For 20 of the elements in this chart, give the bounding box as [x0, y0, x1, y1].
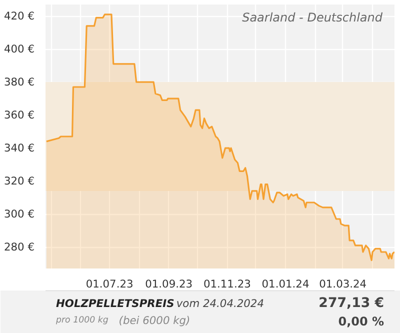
y-tick-label: 280 € [4, 240, 35, 254]
text: (bei 6000 kg) [118, 314, 190, 327]
text: 0,00 % [338, 314, 384, 328]
text: Saarland - Deutschland [242, 10, 383, 24]
y-tick-label: 420 € [4, 10, 35, 23]
x-tick-label: 01.03.24 [319, 278, 367, 290]
x-tick-label: 01.11.23 [203, 278, 251, 290]
y-tick-label: 320 € [4, 174, 35, 188]
x-tick-label: 01.09.23 [145, 278, 193, 290]
x-tick-label: 01.01.24 [262, 278, 310, 290]
y-tick-label: 380 € [4, 76, 35, 89]
y-tick-label: 340 € [4, 142, 35, 155]
y-tick-label: 400 € [4, 42, 35, 56]
text: vom 24.04.2024 [176, 297, 264, 310]
x-tick-label: 01.07.23 [86, 278, 134, 290]
text: pro 1000 kg [54, 316, 109, 326]
y-tick-label: 360 € [4, 108, 35, 122]
text: 277,13 € [318, 296, 384, 311]
y-tick-label: 300 € [4, 208, 35, 221]
text: HOLZPELLETSPREIS [56, 297, 175, 310]
